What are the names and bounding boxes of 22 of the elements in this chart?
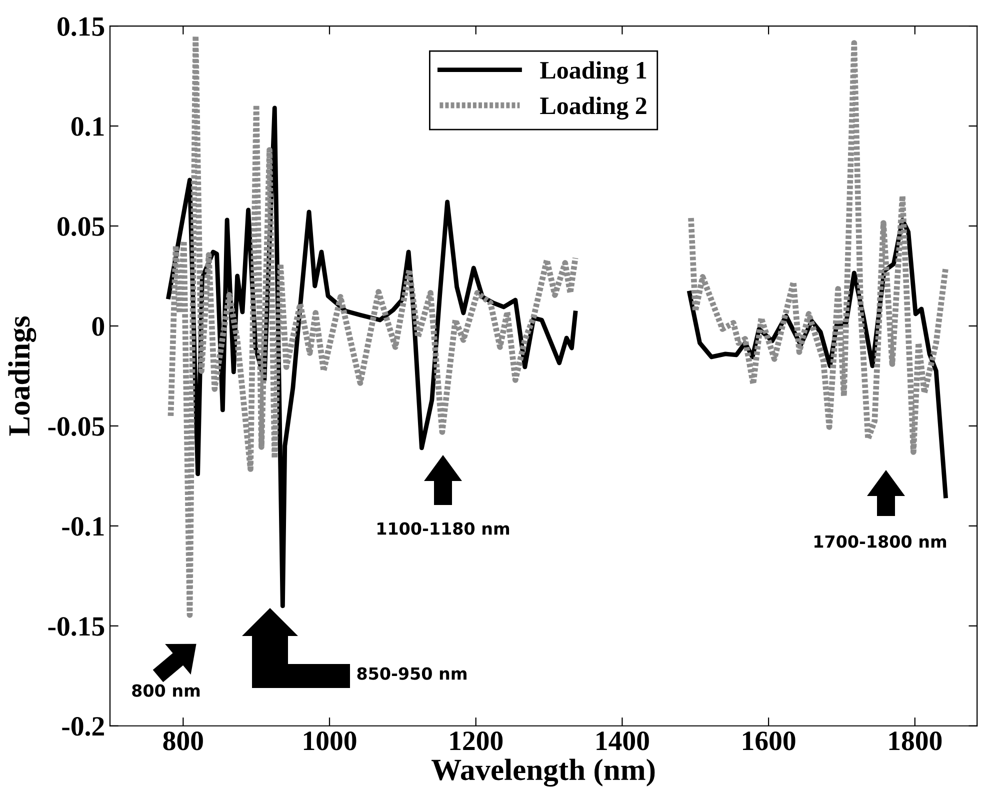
annotation: 800 nm bbox=[132, 684, 200, 697]
annotation: 1100-1180 nm bbox=[378, 522, 510, 535]
x-tick-label: 800 bbox=[163, 732, 203, 750]
legend-label: Loading 2 bbox=[540, 96, 646, 120]
y-tick-label: -0.05 bbox=[48, 417, 104, 436]
annotation: 1700-1800 nm bbox=[814, 535, 946, 548]
x-tick-label: 1000 bbox=[304, 732, 356, 750]
y-tick-label: 0 bbox=[92, 317, 104, 336]
x-axis-title: Wavelength (nm) bbox=[432, 758, 655, 787]
annotation: 850-950 nm bbox=[357, 667, 466, 680]
y-tick-label: -0.2 bbox=[62, 717, 104, 736]
x-tick-label: 1200 bbox=[450, 732, 503, 750]
y-tick-label: -0.15 bbox=[48, 617, 104, 636]
x-tick-label: 1800 bbox=[889, 732, 942, 750]
y-tick-label: -0.1 bbox=[62, 517, 104, 536]
x-tick-label: 1400 bbox=[596, 732, 649, 750]
y-tick-label: 0.05 bbox=[58, 217, 104, 236]
y-tick-label: 0.1 bbox=[71, 117, 104, 136]
legend-label: Loading 1 bbox=[540, 61, 646, 84]
y-axis-title: Loadings bbox=[8, 316, 36, 436]
y-tick-label: 0.15 bbox=[58, 17, 104, 36]
x-tick-label: 1600 bbox=[742, 732, 796, 750]
